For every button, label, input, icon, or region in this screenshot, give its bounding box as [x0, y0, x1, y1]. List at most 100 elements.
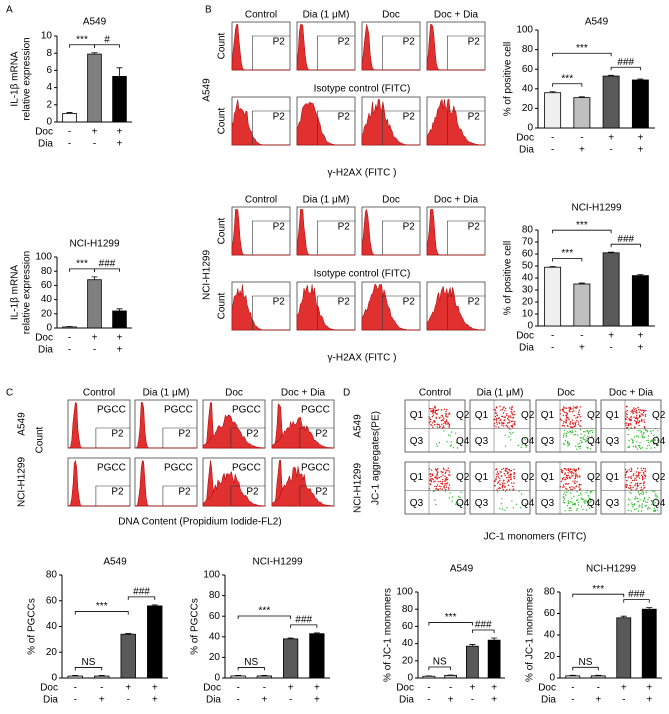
- dot: [496, 471, 499, 473]
- dot: [563, 411, 566, 413]
- dot: [627, 509, 629, 512]
- sign: -: [100, 683, 103, 694]
- dot: [647, 435, 650, 437]
- dot: [568, 483, 570, 485]
- histogram: [361, 284, 420, 331]
- dot: [575, 475, 577, 478]
- dot: [505, 470, 507, 472]
- dot: [638, 506, 640, 508]
- dot: [642, 493, 644, 496]
- dot: [441, 423, 443, 425]
- plot-frame: [426, 206, 486, 256]
- y-tick-label: 20: [41, 308, 53, 319]
- sign: -: [74, 695, 77, 706]
- dot: [502, 483, 504, 485]
- dot: [578, 411, 580, 413]
- dot: [512, 420, 514, 422]
- annotation: ###: [475, 620, 492, 631]
- dot: [630, 416, 633, 418]
- dot: [510, 420, 513, 423]
- bar: [573, 283, 591, 327]
- dot: [494, 412, 497, 414]
- dot: [588, 430, 590, 433]
- gate: [230, 485, 265, 506]
- axis-label: Count: [217, 292, 228, 319]
- dot: [445, 486, 448, 488]
- gate-label: P2: [178, 429, 191, 440]
- dot: [655, 493, 657, 495]
- sign: +: [314, 683, 320, 694]
- bar: [309, 633, 325, 679]
- dot: [511, 425, 513, 427]
- dot: [437, 481, 439, 483]
- bar: [120, 633, 136, 679]
- bracket: [127, 596, 156, 600]
- dot: [657, 439, 659, 441]
- row-label: Doc: [516, 331, 534, 342]
- dot: [503, 406, 505, 408]
- error-bar: [608, 74, 615, 77]
- dot: [638, 475, 640, 477]
- bar: [573, 97, 591, 129]
- dot: [630, 424, 632, 426]
- dot: [504, 419, 506, 421]
- condition-label: Dia (1 μM): [303, 10, 350, 21]
- dot: [654, 502, 656, 504]
- chart-title: A549: [103, 557, 127, 568]
- gate-label: P2: [111, 487, 124, 498]
- dot: [626, 409, 628, 412]
- dot: [503, 473, 505, 475]
- y-tick-label: 100: [396, 587, 413, 598]
- dot: [636, 414, 638, 416]
- row-label: Doc: [516, 133, 534, 144]
- y-tick-label: 20: [544, 651, 556, 662]
- y-tick-label: 50: [522, 261, 534, 272]
- dot: [584, 501, 586, 503]
- dot: [572, 408, 574, 410]
- dot: [569, 488, 572, 490]
- dot: [628, 446, 630, 448]
- dot: [571, 486, 573, 488]
- y-tick-label: 60: [402, 621, 414, 632]
- sign: -: [93, 139, 96, 150]
- error-bar: [578, 282, 585, 284]
- sign: +: [621, 683, 627, 694]
- dot: [447, 469, 449, 472]
- sign: +: [288, 683, 294, 694]
- bar: [67, 675, 83, 679]
- error-bar: [313, 632, 320, 634]
- sign: -: [551, 343, 554, 354]
- dot: [580, 505, 583, 508]
- sign: -: [127, 695, 130, 706]
- dot: [647, 445, 649, 447]
- dot: [436, 423, 439, 425]
- dot: [508, 436, 510, 438]
- quadrant-label: Q4: [652, 436, 666, 447]
- dot: [448, 424, 451, 426]
- y-tick-label: 60: [544, 608, 556, 619]
- dot: [570, 509, 572, 512]
- dot: [507, 418, 509, 420]
- gate-text: PGCC: [232, 463, 261, 474]
- dot: [501, 487, 504, 489]
- dot: [583, 501, 585, 503]
- dot: [657, 430, 659, 432]
- dot: [506, 467, 508, 470]
- dot: [563, 476, 565, 479]
- gate-label: P2: [273, 297, 286, 308]
- y-tick-label: 0: [46, 323, 52, 334]
- annotation: ***: [561, 73, 573, 84]
- dot: [640, 430, 642, 433]
- condition-label: Control: [83, 388, 115, 399]
- row-label: Dia: [519, 145, 534, 156]
- dot: [576, 407, 578, 409]
- dot: [565, 407, 567, 409]
- dot: [447, 467, 449, 469]
- dot: [569, 471, 571, 473]
- dot: [436, 478, 438, 480]
- dot: [513, 472, 516, 474]
- dot: [630, 420, 632, 422]
- cell-line-label: NCI-H1299: [202, 250, 213, 300]
- dot: [508, 468, 510, 471]
- dot: [495, 426, 497, 428]
